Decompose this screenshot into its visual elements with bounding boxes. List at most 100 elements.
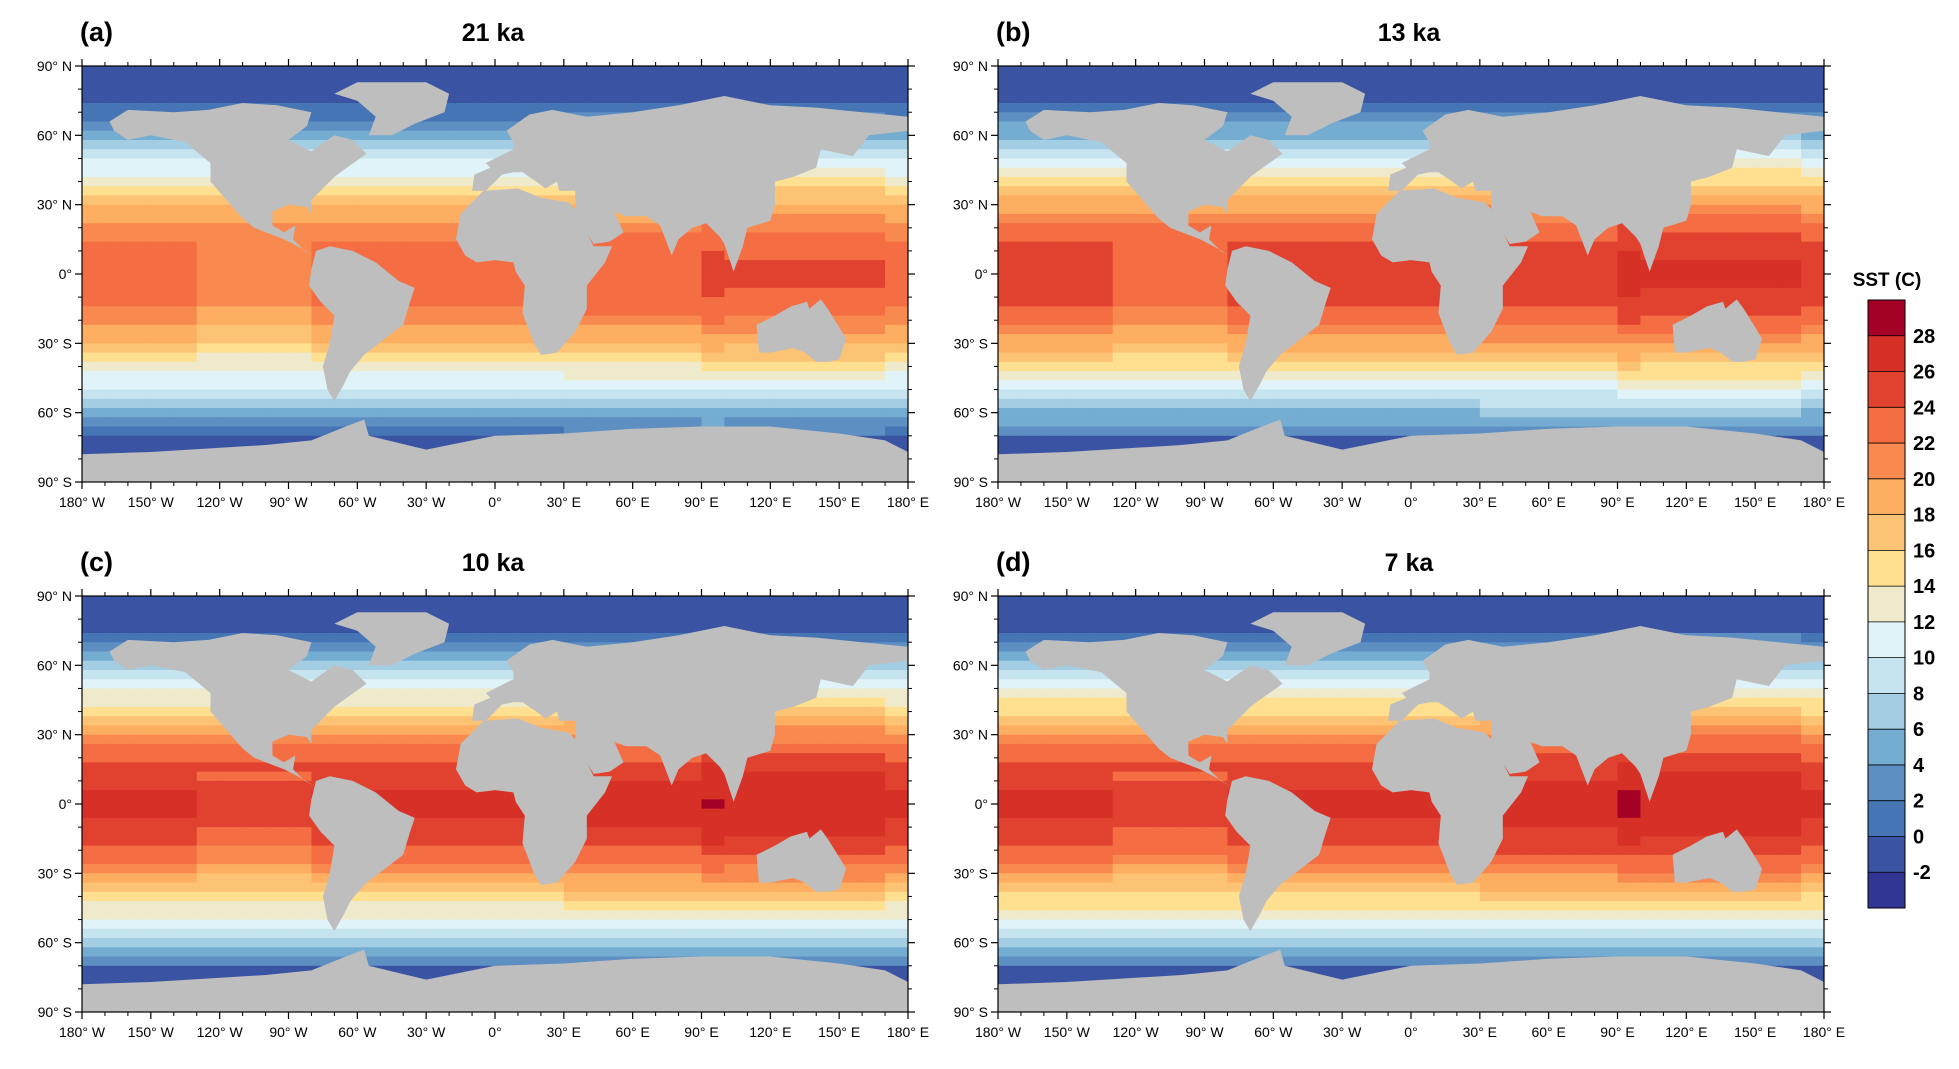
lon-tick-label: 150° E xyxy=(818,1024,860,1040)
panel-title: 7 ka xyxy=(1385,549,1435,577)
colorbar-tick-label: -2 xyxy=(1913,862,1931,884)
colorbar-tick-label: 2 xyxy=(1913,791,1924,813)
colorbar-swatch xyxy=(1868,300,1905,336)
lon-tick-label: 150° W xyxy=(1044,1024,1091,1040)
colorbar-tick-label: 28 xyxy=(1913,326,1935,348)
land-mass xyxy=(1388,96,1824,272)
colorbar-tick-label: 16 xyxy=(1913,540,1935,562)
lat-tick-label: 60° N xyxy=(37,657,72,673)
lon-tick-label: 60° E xyxy=(615,1024,649,1040)
lon-tick-label: 120° W xyxy=(1113,494,1160,510)
lon-tick-label: 180° E xyxy=(1803,1024,1845,1040)
land-mass xyxy=(82,949,908,1012)
lon-tick-label: 30° E xyxy=(1463,1024,1497,1040)
land-mass xyxy=(1250,82,1366,136)
lat-tick-label: 60° S xyxy=(954,405,988,421)
lon-tick-label: 30° W xyxy=(1323,1024,1362,1040)
lon-tick-label: 30° E xyxy=(547,1024,581,1040)
lat-tick-label: 0° xyxy=(59,266,72,282)
land-mass xyxy=(1250,612,1366,666)
lat-tick-label: 60° S xyxy=(954,935,988,951)
colorbar-tick-label: 14 xyxy=(1913,576,1936,598)
lat-tick-label: 30° S xyxy=(954,865,988,881)
colorbar-title: SST (C) xyxy=(1853,270,1922,291)
lon-tick-label: 30° W xyxy=(1323,494,1362,510)
lat-tick-label: 60° N xyxy=(37,127,72,143)
colorbar-tick-label: 10 xyxy=(1913,648,1935,670)
lat-tick-label: 60° N xyxy=(953,127,988,143)
lat-tick-label: 0° xyxy=(59,796,72,812)
lon-tick-label: 60° E xyxy=(615,494,649,510)
colorbar-tick-label: 0 xyxy=(1913,826,1924,848)
land-mass xyxy=(756,829,847,892)
lon-tick-label: 120° E xyxy=(1665,494,1707,510)
colorbar-swatch xyxy=(1868,335,1905,372)
lon-tick-label: 60° E xyxy=(1531,1024,1565,1040)
land-mass xyxy=(998,949,1824,1012)
panel-label: (d) xyxy=(996,547,1030,577)
lat-tick-label: 30° S xyxy=(954,335,988,351)
lat-tick-label: 90° N xyxy=(953,588,988,604)
lon-tick-label: 60° E xyxy=(1531,494,1565,510)
lon-tick-label: 90° E xyxy=(684,494,718,510)
lon-tick-label: 30° W xyxy=(407,1024,446,1040)
lon-tick-label: 0° xyxy=(1404,494,1417,510)
panel-title: 10 ka xyxy=(462,549,526,577)
map-panel-c: 90° N 60° N 30° N 0° 30° S 60° S 90° S 180° W 15… xyxy=(37,547,929,1040)
lon-tick-label: 150° W xyxy=(1044,494,1091,510)
lat-tick-label: 60° N xyxy=(953,657,988,673)
lon-tick-label: 150° E xyxy=(1734,494,1776,510)
lon-tick-label: 180° W xyxy=(975,494,1022,510)
lon-tick-label: 150° E xyxy=(818,494,860,510)
land-mass xyxy=(998,419,1824,482)
lon-tick-label: 180° W xyxy=(59,494,106,510)
land-mass xyxy=(1025,103,1283,256)
lon-tick-label: 150° W xyxy=(128,494,175,510)
colorbar-swatch xyxy=(1868,550,1905,587)
lon-tick-label: 90° W xyxy=(269,494,308,510)
colorbar-swatch xyxy=(1868,478,1905,515)
land-mass xyxy=(334,612,450,666)
colorbar-tick-label: 18 xyxy=(1913,505,1935,527)
lon-tick-label: 30° E xyxy=(1463,494,1497,510)
lon-tick-label: 180° E xyxy=(1803,494,1845,510)
map-panel-a: 90° N 60° N 30° N 0° 30° S 60° S 90° S 180° W 15… xyxy=(37,17,929,510)
land-mass xyxy=(1225,246,1331,402)
land-mass xyxy=(309,246,415,402)
lon-tick-label: 30° E xyxy=(547,494,581,510)
land-mass xyxy=(1025,633,1283,786)
panel-label: (a) xyxy=(80,17,113,47)
colorbar-swatch xyxy=(1868,764,1905,801)
land-mass xyxy=(756,299,847,362)
land-mass xyxy=(1672,299,1763,362)
lat-tick-label: 30° N xyxy=(37,727,72,743)
land-mass xyxy=(109,103,367,256)
panel-label: (b) xyxy=(996,17,1030,47)
lon-tick-label: 180° W xyxy=(59,1024,106,1040)
colorbar-tick-label: 20 xyxy=(1913,469,1935,491)
colorbar-tick-label: 12 xyxy=(1913,612,1935,634)
colorbar-swatch xyxy=(1868,407,1905,444)
colorbar-tick-label: 6 xyxy=(1913,719,1924,741)
lon-tick-label: 30° W xyxy=(407,494,446,510)
lon-tick-label: 180° E xyxy=(887,1024,929,1040)
land-mass xyxy=(109,633,367,786)
lat-tick-label: 90° S xyxy=(38,474,72,490)
lon-tick-label: 120° E xyxy=(749,1024,791,1040)
land-mass xyxy=(1225,776,1331,932)
land-mass xyxy=(456,718,612,885)
map-panel-d: 90° N 60° N 30° N 0° 30° S 60° S 90° S 180° W 15… xyxy=(953,547,1845,1040)
lat-tick-label: 30° N xyxy=(953,197,988,213)
lat-tick-label: 90° N xyxy=(37,58,72,74)
lon-tick-label: 0° xyxy=(488,1024,501,1040)
lon-tick-label: 90° E xyxy=(1600,494,1634,510)
lon-tick-label: 120° E xyxy=(1665,1024,1707,1040)
lon-tick-label: 120° W xyxy=(1113,1024,1160,1040)
lon-tick-label: 120° E xyxy=(749,494,791,510)
colorbar-tick-label: 24 xyxy=(1913,397,1936,419)
land-mass xyxy=(82,419,908,482)
colorbar-swatch xyxy=(1868,872,1905,908)
map-panel-b: 90° N 60° N 30° N 0° 30° S 60° S 90° S 180° W 15… xyxy=(953,17,1845,510)
lon-tick-label: 60° W xyxy=(1254,1024,1293,1040)
